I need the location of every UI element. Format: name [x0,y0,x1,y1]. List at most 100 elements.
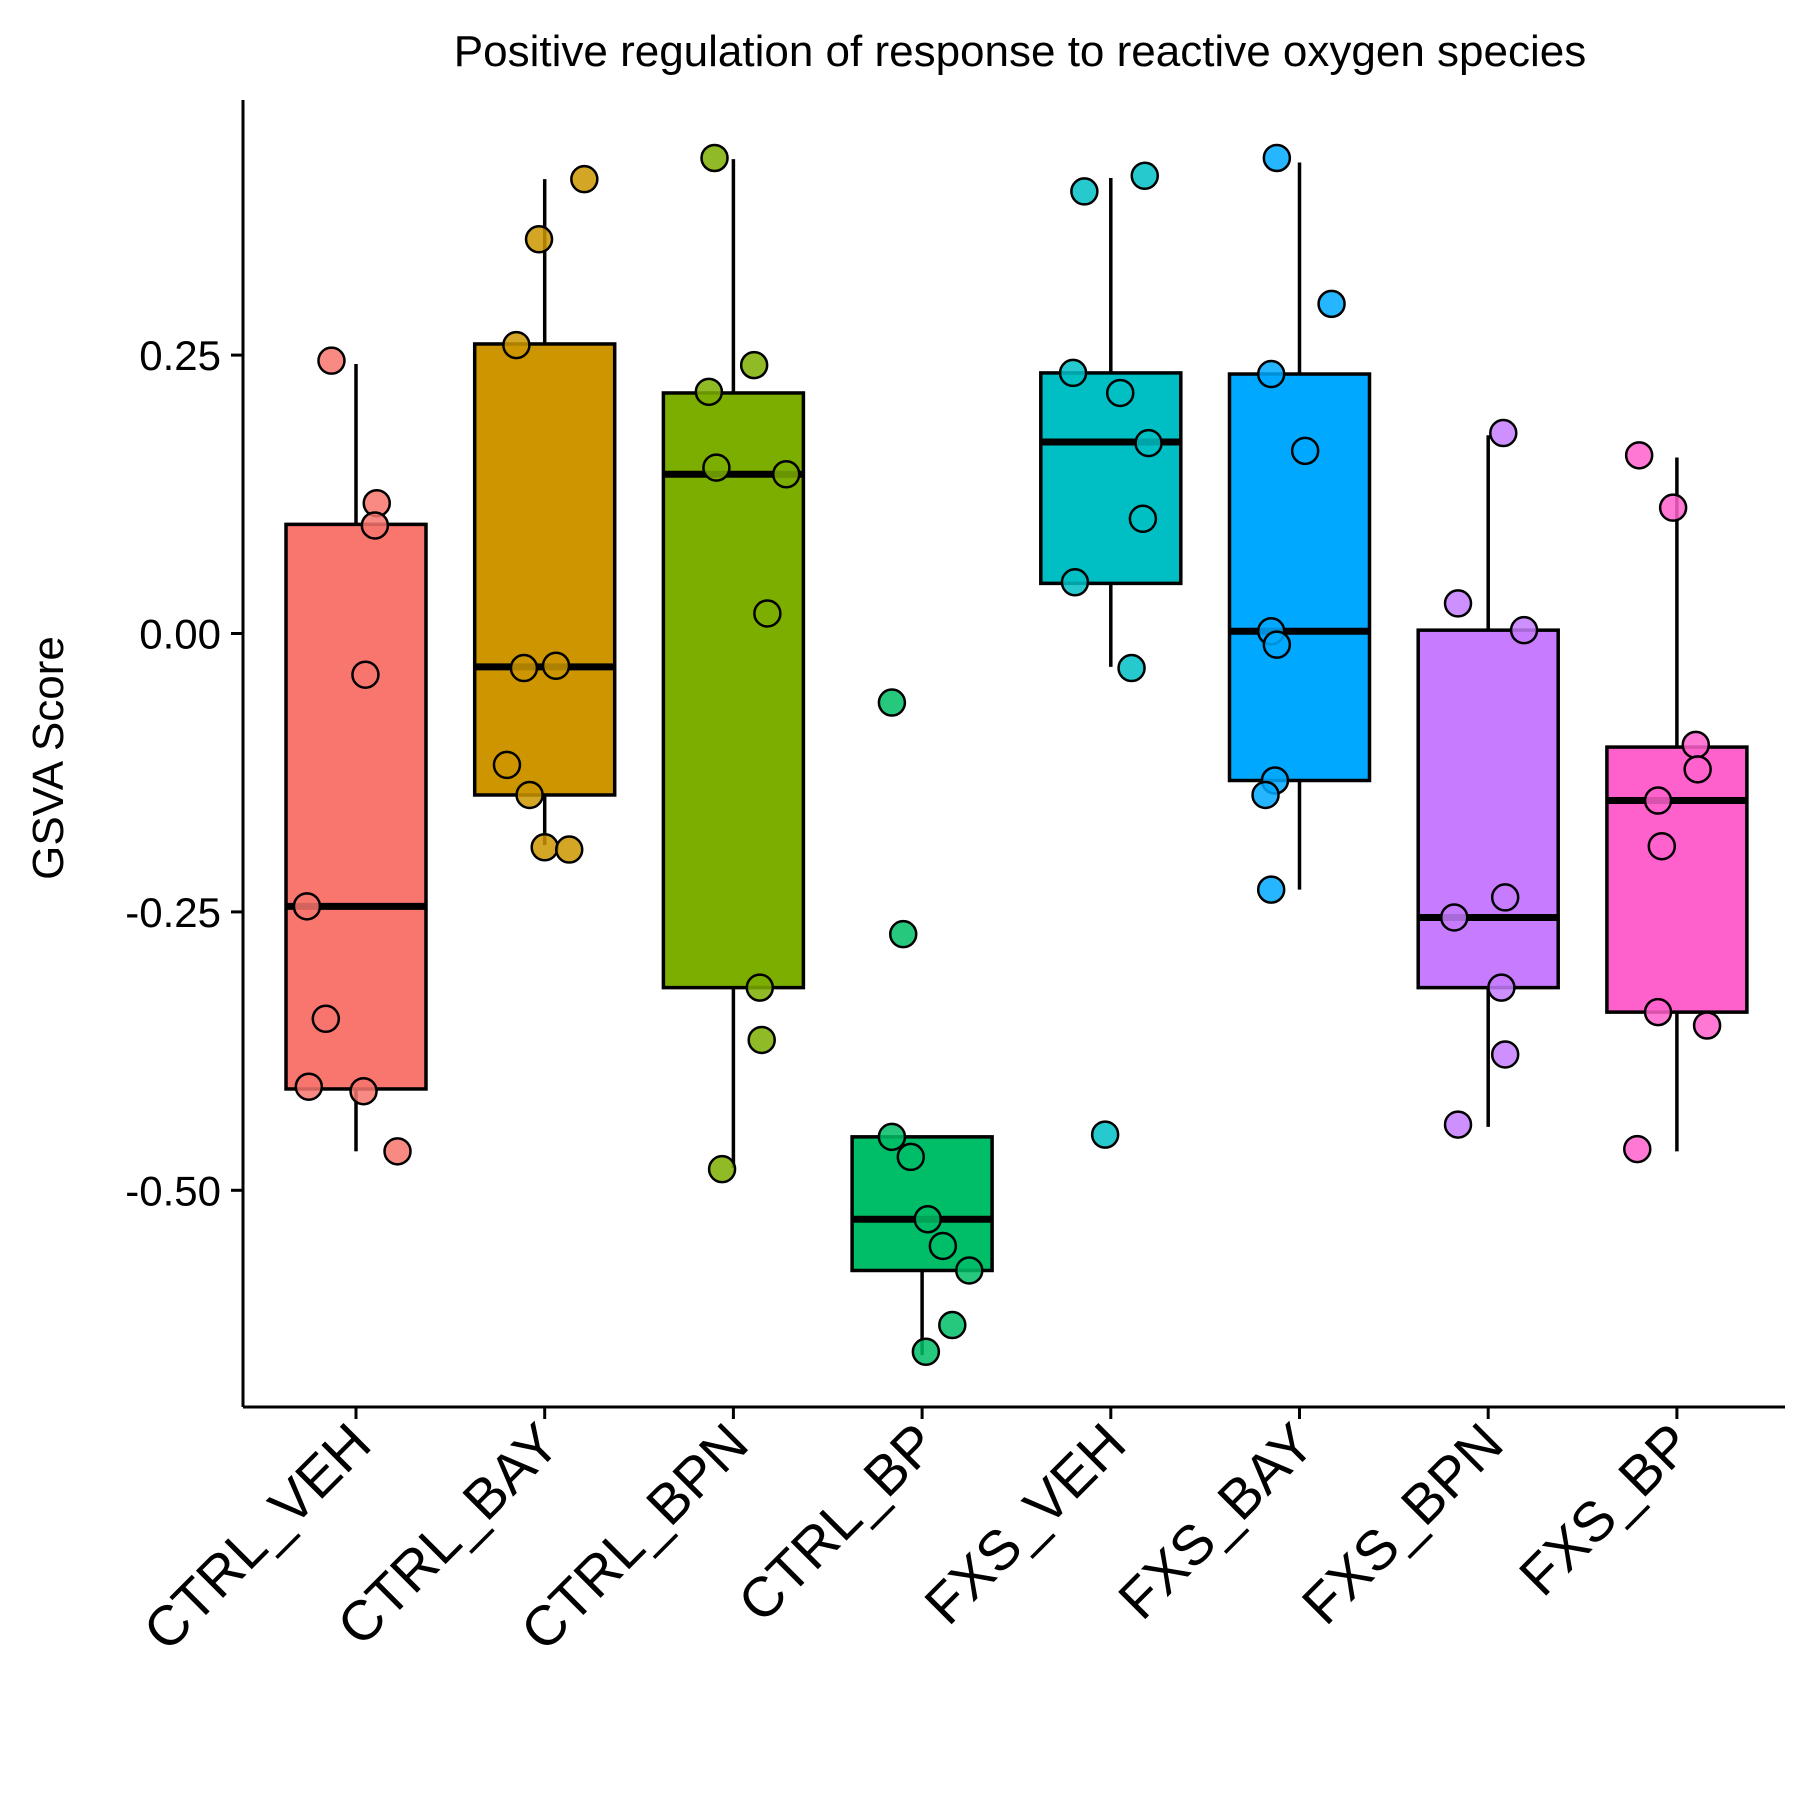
data-point [938,1310,967,1340]
data-point [955,1256,984,1285]
data-point [1128,504,1158,534]
data-point [913,1205,943,1234]
data-point [1490,1040,1520,1069]
data-point [1117,653,1146,683]
box [284,522,428,1091]
data-point [1443,1110,1473,1139]
data-point [524,225,554,254]
data-point [1090,1120,1120,1149]
data-point [1105,378,1135,408]
data-point [1509,615,1539,645]
data-point [492,750,522,780]
box [1227,372,1372,783]
data-point [1623,1134,1652,1164]
plot-area: 0.250.00-0.25-0.50CTRL_VEHCTRL_BAYCTRL_B… [125,100,1785,1662]
x-tick-label-fxs-bpn: FXS_BPN [1290,1411,1515,1636]
data-point [1643,786,1673,815]
data-point [911,1337,941,1367]
data-point [502,330,531,360]
box [661,391,806,990]
data-point [317,346,346,375]
data-point [1489,418,1518,448]
points-fxs-bay [1251,143,1346,904]
box-group-ctrl-bpn [661,159,806,1169]
data-point [349,1076,378,1106]
data-point [292,892,322,921]
data-point [1060,568,1090,597]
data-point [694,377,724,407]
y-tick-label: -0.25 [125,889,221,936]
y-tick-label: 0.00 [139,611,221,658]
points-ctrl-bp [877,688,984,1367]
data-point [877,688,907,717]
data-point [1290,436,1320,466]
points-ctrl-bay [492,164,599,864]
data-point [311,1004,341,1034]
points-fxs-bp [1623,441,1722,1164]
data-point [1251,780,1280,810]
points-fxs-veh [1058,161,1163,1149]
x-tick-label-fxs-veh: FXS_VEH [912,1411,1137,1636]
data-point [1134,428,1163,458]
box [472,342,617,797]
data-point [1692,1011,1722,1040]
data-point [702,453,731,482]
points-ctrl-veh [292,346,412,1166]
data-point [1262,630,1292,659]
box-group-fxs-bpn [1416,435,1560,1127]
box-group-fxs-bp [1605,457,1749,1152]
data-point [530,833,559,862]
data-point [928,1231,958,1261]
data-point [896,1142,926,1172]
y-axis-label: GSVA Score [24,636,73,880]
data-point [294,1072,324,1101]
data-point [877,1122,907,1152]
data-point [771,460,801,489]
data-point [745,973,775,1002]
data-point [1058,358,1088,388]
data-point [383,1137,412,1166]
data-point [1490,883,1520,912]
points-ctrl-bpn [694,143,801,1184]
data-point [753,599,782,628]
chart-title: Positive regulation of response to react… [454,27,1586,76]
data-point [509,653,539,683]
box-group-fxs-veh [1039,178,1183,667]
data-point [351,660,380,689]
data-point [1262,143,1292,173]
data-point [1443,589,1473,618]
data-point [1130,161,1160,191]
y-tick-label: 0.25 [139,332,221,379]
box [1039,371,1183,586]
x-tick-label-ctrl-bp: CTRL_BP [726,1411,949,1634]
box-group-ctrl-bp [850,1135,994,1356]
data-point [1487,973,1516,1002]
box-group-ctrl-bay [472,179,617,846]
data-point [1256,875,1286,904]
box-group-fxs-bay [1227,162,1372,890]
box [1416,628,1560,990]
data-point [1658,493,1688,522]
data-point [1624,441,1654,470]
data-point [1070,177,1099,206]
data-point [747,1025,776,1055]
y-tick-label: -0.50 [125,1167,221,1214]
data-point [554,835,584,864]
data-point [888,919,918,949]
x-tick-label-fxs-bp: FXS_BP [1507,1411,1703,1607]
box [1605,745,1749,1014]
data-point [570,164,599,194]
data-point [739,350,769,380]
points-fxs-bpn [1439,418,1539,1139]
data-point [1317,289,1346,319]
x-tick-label-fxs-bay: FXS_BAY [1106,1411,1326,1631]
data-point [700,143,729,173]
data-point [360,511,390,540]
data-point [541,651,571,681]
box-group-ctrl-veh [284,364,428,1152]
data-point [1683,755,1712,784]
data-point [515,780,544,810]
data-point [1647,831,1677,861]
